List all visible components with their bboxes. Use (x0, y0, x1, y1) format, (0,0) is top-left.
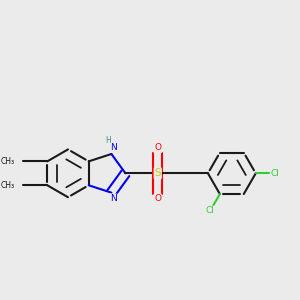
Text: O: O (154, 194, 161, 203)
Text: CH₃: CH₃ (1, 181, 15, 190)
Text: N: N (110, 194, 117, 203)
Text: O: O (154, 143, 161, 152)
Text: CH₃: CH₃ (1, 157, 15, 166)
Text: H: H (106, 136, 111, 145)
Text: N: N (110, 142, 117, 152)
Text: S: S (154, 168, 161, 178)
Text: Cl: Cl (206, 206, 214, 215)
Text: Cl: Cl (271, 169, 280, 178)
